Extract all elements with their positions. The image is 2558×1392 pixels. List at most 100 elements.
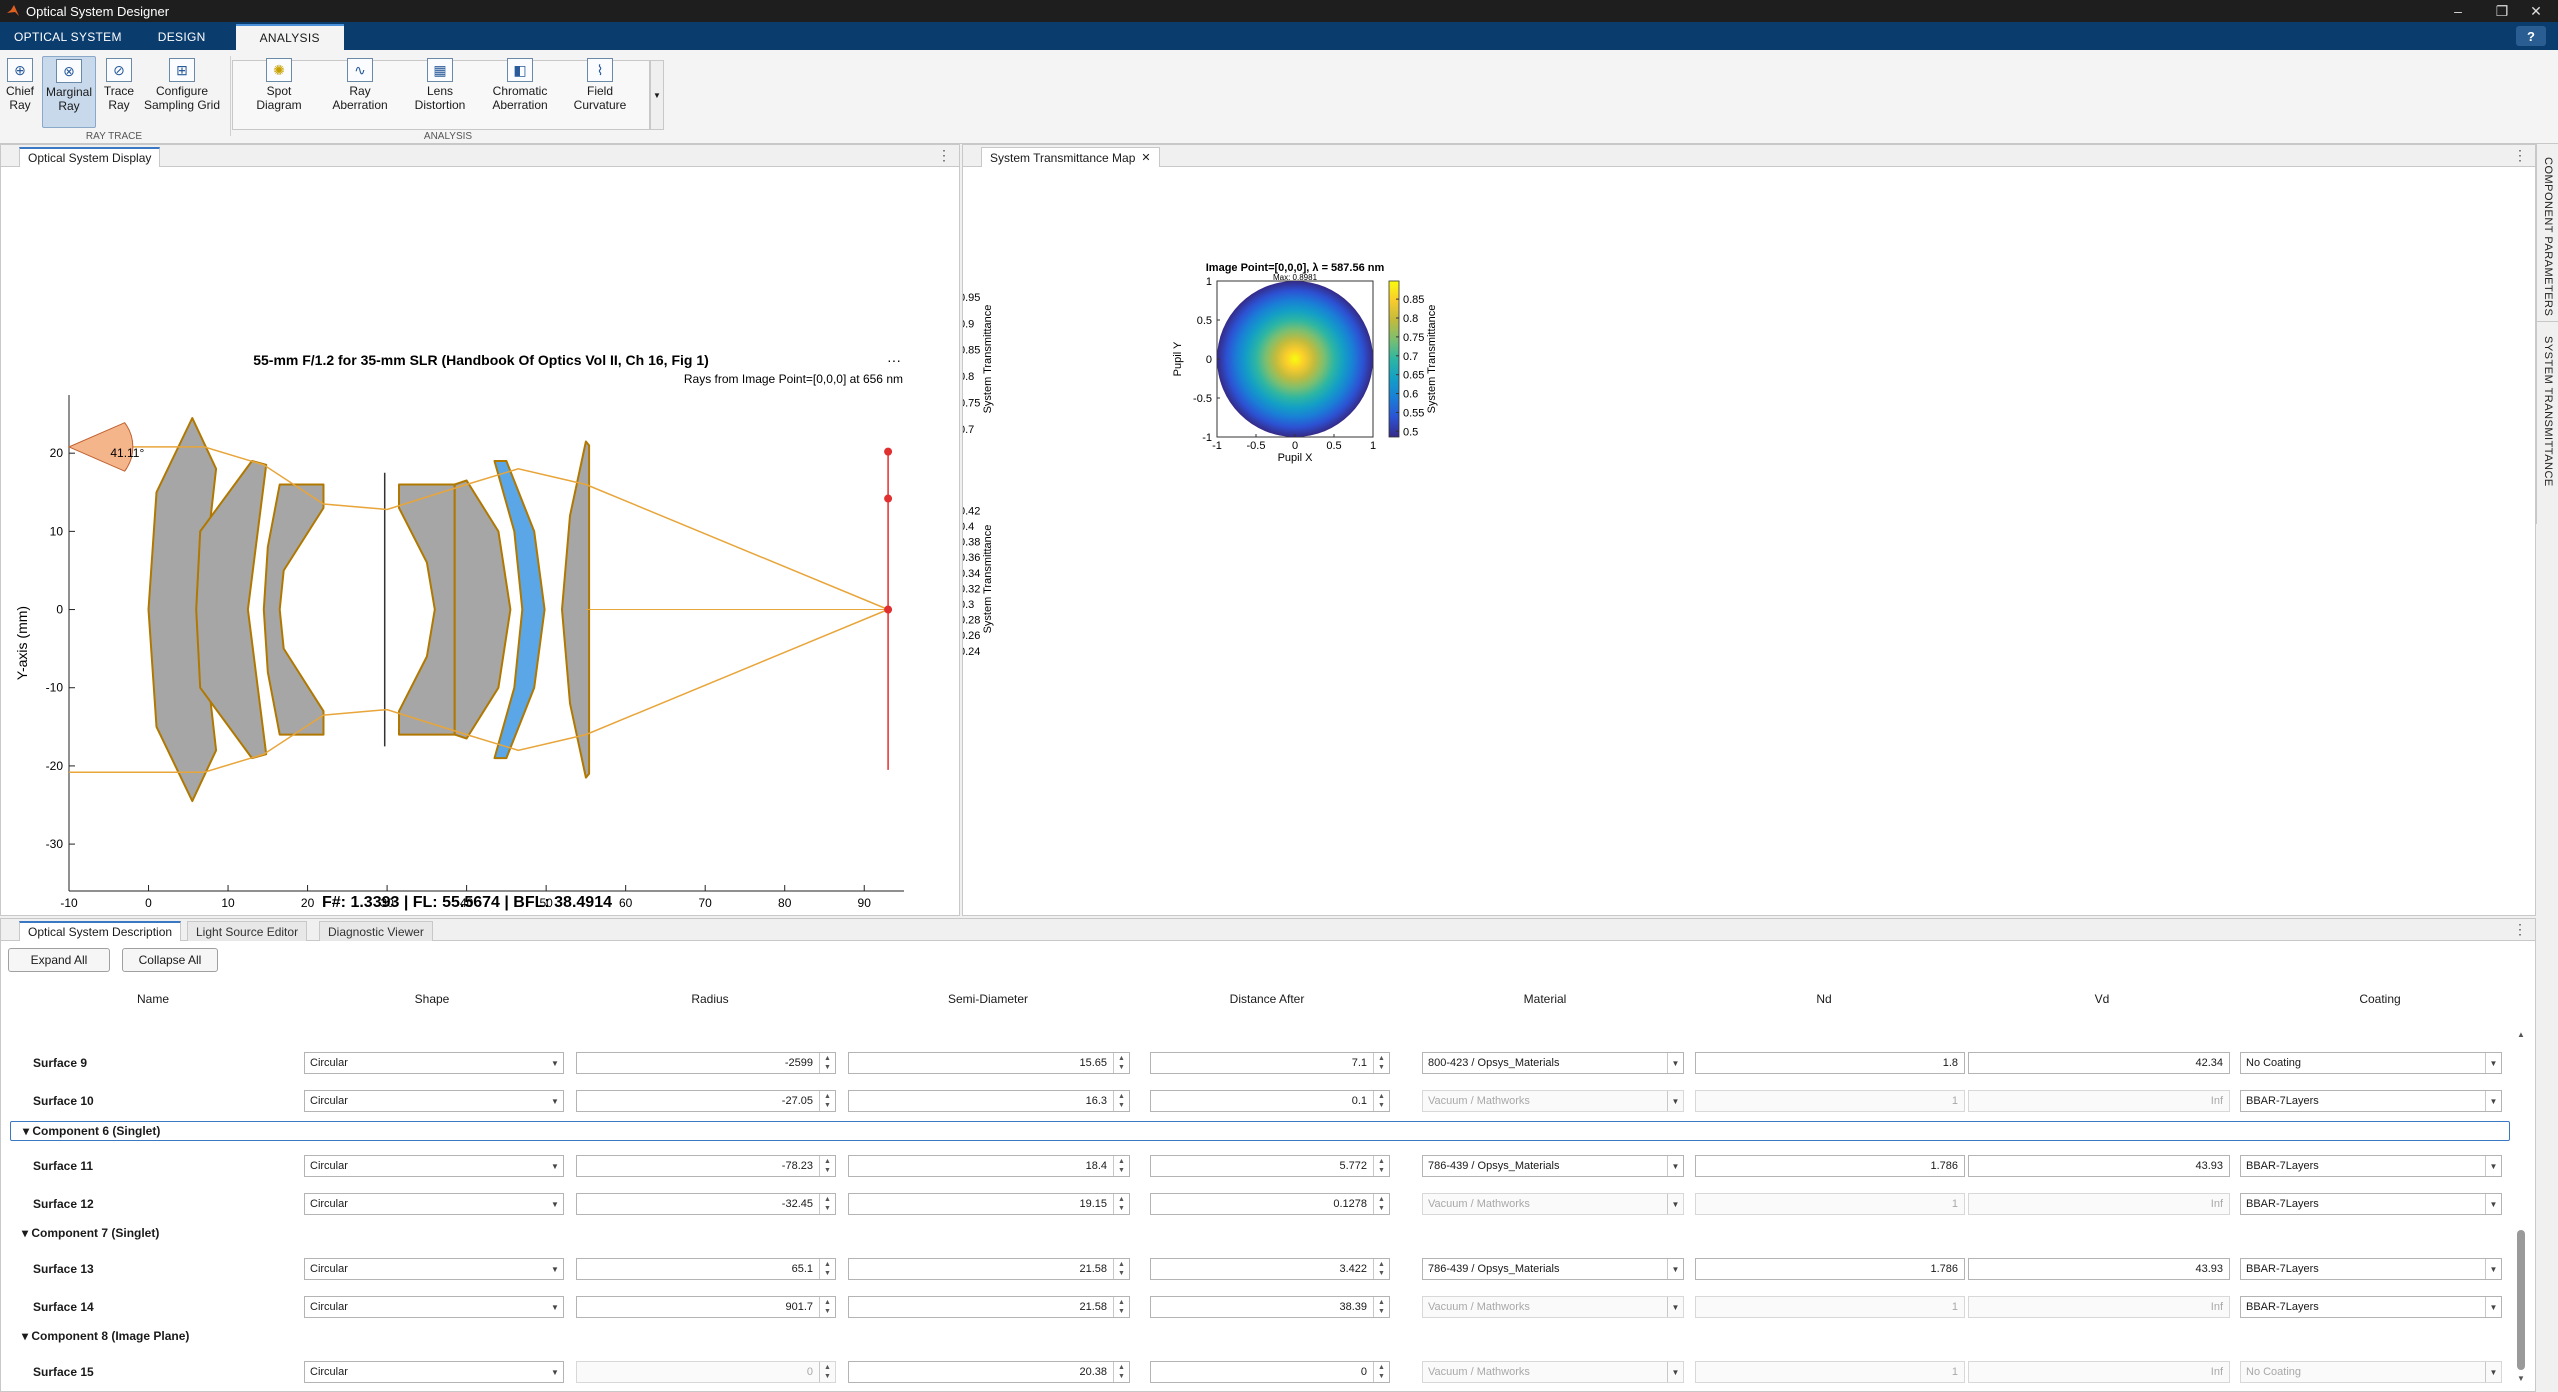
expand-all-button[interactable]: Expand All — [8, 948, 110, 972]
spinner-arrows-icon[interactable]: ▲ ▼ — [1373, 1362, 1389, 1382]
coating-dropdown[interactable]: BBAR-7Layers ▼ — [2240, 1155, 2502, 1177]
minimize-button[interactable]: – — [2454, 3, 2462, 19]
panel-menu-icon[interactable]: ⋮ — [2513, 921, 2527, 937]
shape-dropdown[interactable]: Circular ▼ — [304, 1296, 564, 1318]
radius-spinner[interactable]: -2599 ▲ ▼ — [576, 1052, 836, 1074]
colorbar-label: System Transmittance — [1426, 305, 1438, 414]
spot-diagram-button[interactable]: ✺ Spot Diagram — [244, 58, 314, 112]
semi-spinner[interactable]: 21.58 ▲ ▼ — [848, 1258, 1130, 1280]
spinner-arrows-icon[interactable]: ▲ ▼ — [1373, 1091, 1389, 1111]
spinner-arrows-icon[interactable]: ▲ ▼ — [1373, 1297, 1389, 1317]
ray-aberration-button[interactable]: ∿ Ray Aberration — [322, 58, 398, 112]
table-scrollbar[interactable]: ▲ ▼ — [2517, 1030, 2525, 1383]
semi-spinner[interactable]: 21.58 ▲ ▼ — [848, 1296, 1130, 1318]
gallery-expand-icon[interactable]: ▼ — [650, 60, 664, 130]
dist-spinner[interactable]: 0 ▲ ▼ — [1150, 1361, 1390, 1383]
scrollbar-thumb[interactable] — [2517, 1230, 2525, 1370]
field-curvature-button[interactable]: ⌇ Field Curvature — [562, 58, 638, 112]
chief-ray-button[interactable]: ⊕ Chief Ray — [4, 58, 36, 112]
configure-sampling-grid-button[interactable]: ⊞ Configure Sampling Grid — [140, 58, 224, 112]
panel-menu-icon[interactable]: ⋮ — [2513, 147, 2527, 163]
maximize-button[interactable]: ❐ — [2495, 2, 2509, 19]
coating-dropdown[interactable]: BBAR-7Layers ▼ — [2240, 1258, 2502, 1280]
radius-spinner[interactable]: 65.1 ▲ ▼ — [576, 1258, 836, 1280]
spinner-arrows-icon[interactable]: ▲ ▼ — [1113, 1091, 1129, 1111]
semi-spinner[interactable]: 16.3 ▲ ▼ — [848, 1090, 1130, 1112]
panel-menu-icon[interactable]: ⋮ — [937, 147, 951, 163]
spinner-arrows-icon[interactable]: ▲ ▼ — [819, 1091, 835, 1111]
material-dropdown[interactable]: 786-439 / Opsys_Materials ▼ — [1422, 1155, 1684, 1177]
tab-component-parameters[interactable]: COMPONENT PARAMETERS — [2537, 152, 2558, 322]
close-button[interactable]: ✕ — [2530, 2, 2542, 19]
shape-dropdown[interactable]: Circular ▼ — [304, 1090, 564, 1112]
lens-distortion-button[interactable]: ▦ Lens Distortion — [402, 58, 478, 112]
shape-dropdown[interactable]: Circular ▼ — [304, 1193, 564, 1215]
spinner-arrows-icon[interactable]: ▲ ▼ — [1113, 1297, 1129, 1317]
semi-spinner[interactable]: 18.4 ▲ ▼ — [848, 1155, 1130, 1177]
tab-light-source-editor[interactable]: Light Source Editor — [187, 921, 308, 941]
spinner-arrows-icon[interactable]: ▲ ▼ — [819, 1156, 835, 1176]
spinner-arrows-icon[interactable]: ▲ ▼ — [819, 1194, 835, 1214]
shape-dropdown[interactable]: Circular ▼ — [304, 1258, 564, 1280]
dist-spinner[interactable]: 0.1278 ▲ ▼ — [1150, 1193, 1390, 1215]
spinner-arrows-icon[interactable]: ▲ ▼ — [819, 1053, 835, 1073]
collapse-all-button[interactable]: Collapse All — [122, 948, 218, 972]
radius-spinner[interactable]: -27.05 ▲ ▼ — [576, 1090, 836, 1112]
shape-dropdown[interactable]: Circular ▼ — [304, 1361, 564, 1383]
chevron-down-icon: ▼ — [551, 1161, 559, 1171]
trace-ray-button[interactable]: ⊘ Trace Ray — [100, 58, 138, 112]
radius-spinner[interactable]: 901.7 ▲ ▼ — [576, 1296, 836, 1318]
nd-field[interactable]: 1.786 — [1695, 1258, 1965, 1280]
semi-spinner[interactable]: 19.15 ▲ ▼ — [848, 1193, 1130, 1215]
tab-optical-system-display[interactable]: Optical System Display — [19, 147, 161, 167]
dist-spinner[interactable]: 7.1 ▲ ▼ — [1150, 1052, 1390, 1074]
close-tab-icon[interactable]: ✕ — [1141, 152, 1151, 164]
shape-dropdown[interactable]: Circular ▼ — [304, 1052, 564, 1074]
spinner-arrows-icon[interactable]: ▲ ▼ — [1113, 1259, 1129, 1279]
material-dropdown[interactable]: 786-439 / Opsys_Materials ▼ — [1422, 1258, 1684, 1280]
semi-spinner[interactable]: 20.38 ▲ ▼ — [848, 1361, 1130, 1383]
dist-spinner[interactable]: 3.422 ▲ ▼ — [1150, 1258, 1390, 1280]
radius-spinner[interactable]: -78.23 ▲ ▼ — [576, 1155, 836, 1177]
dist-spinner[interactable]: 38.39 ▲ ▼ — [1150, 1296, 1390, 1318]
component-row[interactable]: ▾ Component 7 (Singlet) — [22, 1226, 160, 1240]
coating-dropdown[interactable]: BBAR-7Layers ▼ — [2240, 1296, 2502, 1318]
radius-spinner[interactable]: -32.45 ▲ ▼ — [576, 1193, 836, 1215]
spinner-arrows-icon[interactable]: ▲ ▼ — [1373, 1156, 1389, 1176]
shape-dropdown[interactable]: Circular ▼ — [304, 1155, 564, 1177]
vd-field[interactable]: 43.93 — [1968, 1155, 2230, 1177]
spinner-arrows-icon[interactable]: ▲ ▼ — [819, 1297, 835, 1317]
marginal-ray-button[interactable]: ⊗ Marginal Ray — [42, 56, 96, 128]
vd-field[interactable]: 42.34 — [1968, 1052, 2230, 1074]
coating-dropdown[interactable]: BBAR-7Layers ▼ — [2240, 1090, 2502, 1112]
spinner-arrows-icon[interactable]: ▲ ▼ — [1113, 1194, 1129, 1214]
spinner-arrows-icon[interactable]: ▲ ▼ — [1373, 1053, 1389, 1073]
spinner-arrows-icon[interactable]: ▲ ▼ — [819, 1259, 835, 1279]
tab-optical-system[interactable]: OPTICAL SYSTEM — [14, 30, 122, 44]
coating-dropdown[interactable]: BBAR-7Layers ▼ — [2240, 1193, 2502, 1215]
nd-field[interactable]: 1.8 — [1695, 1052, 1965, 1074]
component-row[interactable]: ▾ Component 8 (Image Plane) — [22, 1329, 190, 1343]
coating-dropdown[interactable]: No Coating ▼ — [2240, 1052, 2502, 1074]
spinner-arrows-icon[interactable]: ▲ ▼ — [1113, 1156, 1129, 1176]
component-row[interactable]: ▾ Component 6 (Singlet) — [10, 1121, 2510, 1141]
semi-spinner[interactable]: 15.65 ▲ ▼ — [848, 1052, 1130, 1074]
chromatic-aberration-button[interactable]: ◧ Chromatic Aberration — [482, 58, 558, 112]
tab-system-transmittance[interactable]: SYSTEM TRANSMITTANCE — [2542, 335, 2554, 487]
spinner-arrows-icon[interactable]: ▲ ▼ — [1373, 1259, 1389, 1279]
tab-optical-system-description[interactable]: Optical System Description — [19, 921, 182, 941]
material-dropdown[interactable]: 800-423 / Opsys_Materials ▼ — [1422, 1052, 1684, 1074]
spinner-arrows-icon[interactable]: ▲ ▼ — [1113, 1362, 1129, 1382]
tab-system-transmittance-map[interactable]: System Transmittance Map ✕ — [981, 147, 1160, 167]
tab-analysis[interactable]: ANALYSIS — [235, 24, 344, 50]
help-button[interactable]: ? — [2516, 26, 2546, 46]
nd-field[interactable]: 1.786 — [1695, 1155, 1965, 1177]
tab-design[interactable]: DESIGN — [157, 30, 206, 44]
plot-menu-icon[interactable]: ··· — [887, 352, 901, 368]
spinner-arrows-icon[interactable]: ▲ ▼ — [1373, 1194, 1389, 1214]
tab-diagnostic-viewer[interactable]: Diagnostic Viewer — [319, 921, 433, 941]
dist-spinner[interactable]: 5.772 ▲ ▼ — [1150, 1155, 1390, 1177]
spinner-arrows-icon[interactable]: ▲ ▼ — [1113, 1053, 1129, 1073]
dist-spinner[interactable]: 0.1 ▲ ▼ — [1150, 1090, 1390, 1112]
vd-field[interactable]: 43.93 — [1968, 1258, 2230, 1280]
